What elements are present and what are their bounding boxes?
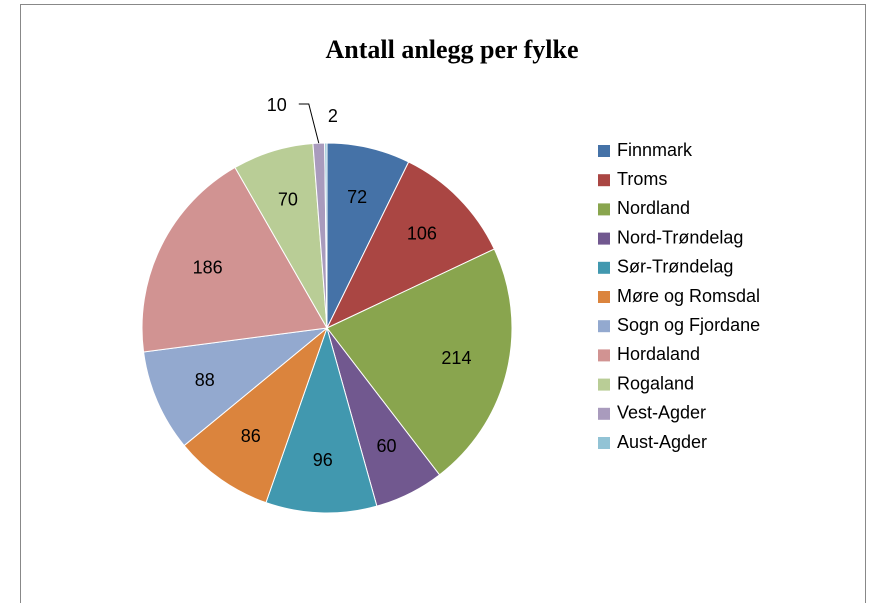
legend-label: Hordaland — [617, 344, 700, 364]
legend-label: Nord-Trøndelag — [617, 227, 743, 247]
leader-line — [298, 103, 320, 144]
legend-label: Nordland — [617, 198, 690, 218]
legend-label: Møre og Romsdal — [617, 286, 760, 306]
data-label: 10 — [267, 95, 287, 115]
legend-swatch — [598, 378, 610, 391]
pie-slice — [265, 326, 378, 514]
chart-title: Antall anlegg per fylke — [325, 35, 578, 64]
legend-label: Vest-Agder — [617, 403, 706, 423]
legend-label: Finnmark — [617, 140, 693, 160]
legend-swatch — [598, 174, 610, 187]
pie-slice — [326, 248, 513, 476]
legend-swatch — [598, 437, 610, 449]
legend-swatch — [598, 407, 610, 420]
legend-swatch — [598, 261, 610, 274]
data-label: 88 — [195, 370, 215, 390]
pie-slice — [325, 161, 495, 330]
legend-label: Rogaland — [617, 373, 694, 393]
pie-slice — [324, 142, 328, 329]
data-label: 186 — [193, 258, 223, 278]
legend-label: Troms — [617, 169, 667, 189]
legend-swatch — [598, 232, 610, 245]
legend-swatch — [598, 349, 610, 362]
data-label: 214 — [441, 348, 471, 368]
data-label: 96 — [313, 450, 333, 470]
legend-swatch — [598, 145, 610, 157]
pie-slice — [143, 327, 329, 447]
data-label: 60 — [377, 436, 397, 456]
data-label: 70 — [278, 189, 298, 209]
data-label: 106 — [407, 223, 437, 243]
legend-label: Aust-Agder — [617, 432, 707, 452]
data-label: 2 — [328, 106, 338, 126]
pie-slice — [183, 326, 329, 504]
legend-label: Sogn og Fjordane — [617, 315, 760, 335]
data-label: 86 — [241, 426, 261, 446]
data-label: 72 — [347, 187, 367, 207]
legend-label: Sør-Trøndelag — [617, 257, 733, 277]
legend-swatch — [598, 203, 610, 216]
legend-swatch — [598, 320, 610, 333]
pie-slice — [141, 166, 328, 353]
legend-swatch — [598, 291, 610, 303]
